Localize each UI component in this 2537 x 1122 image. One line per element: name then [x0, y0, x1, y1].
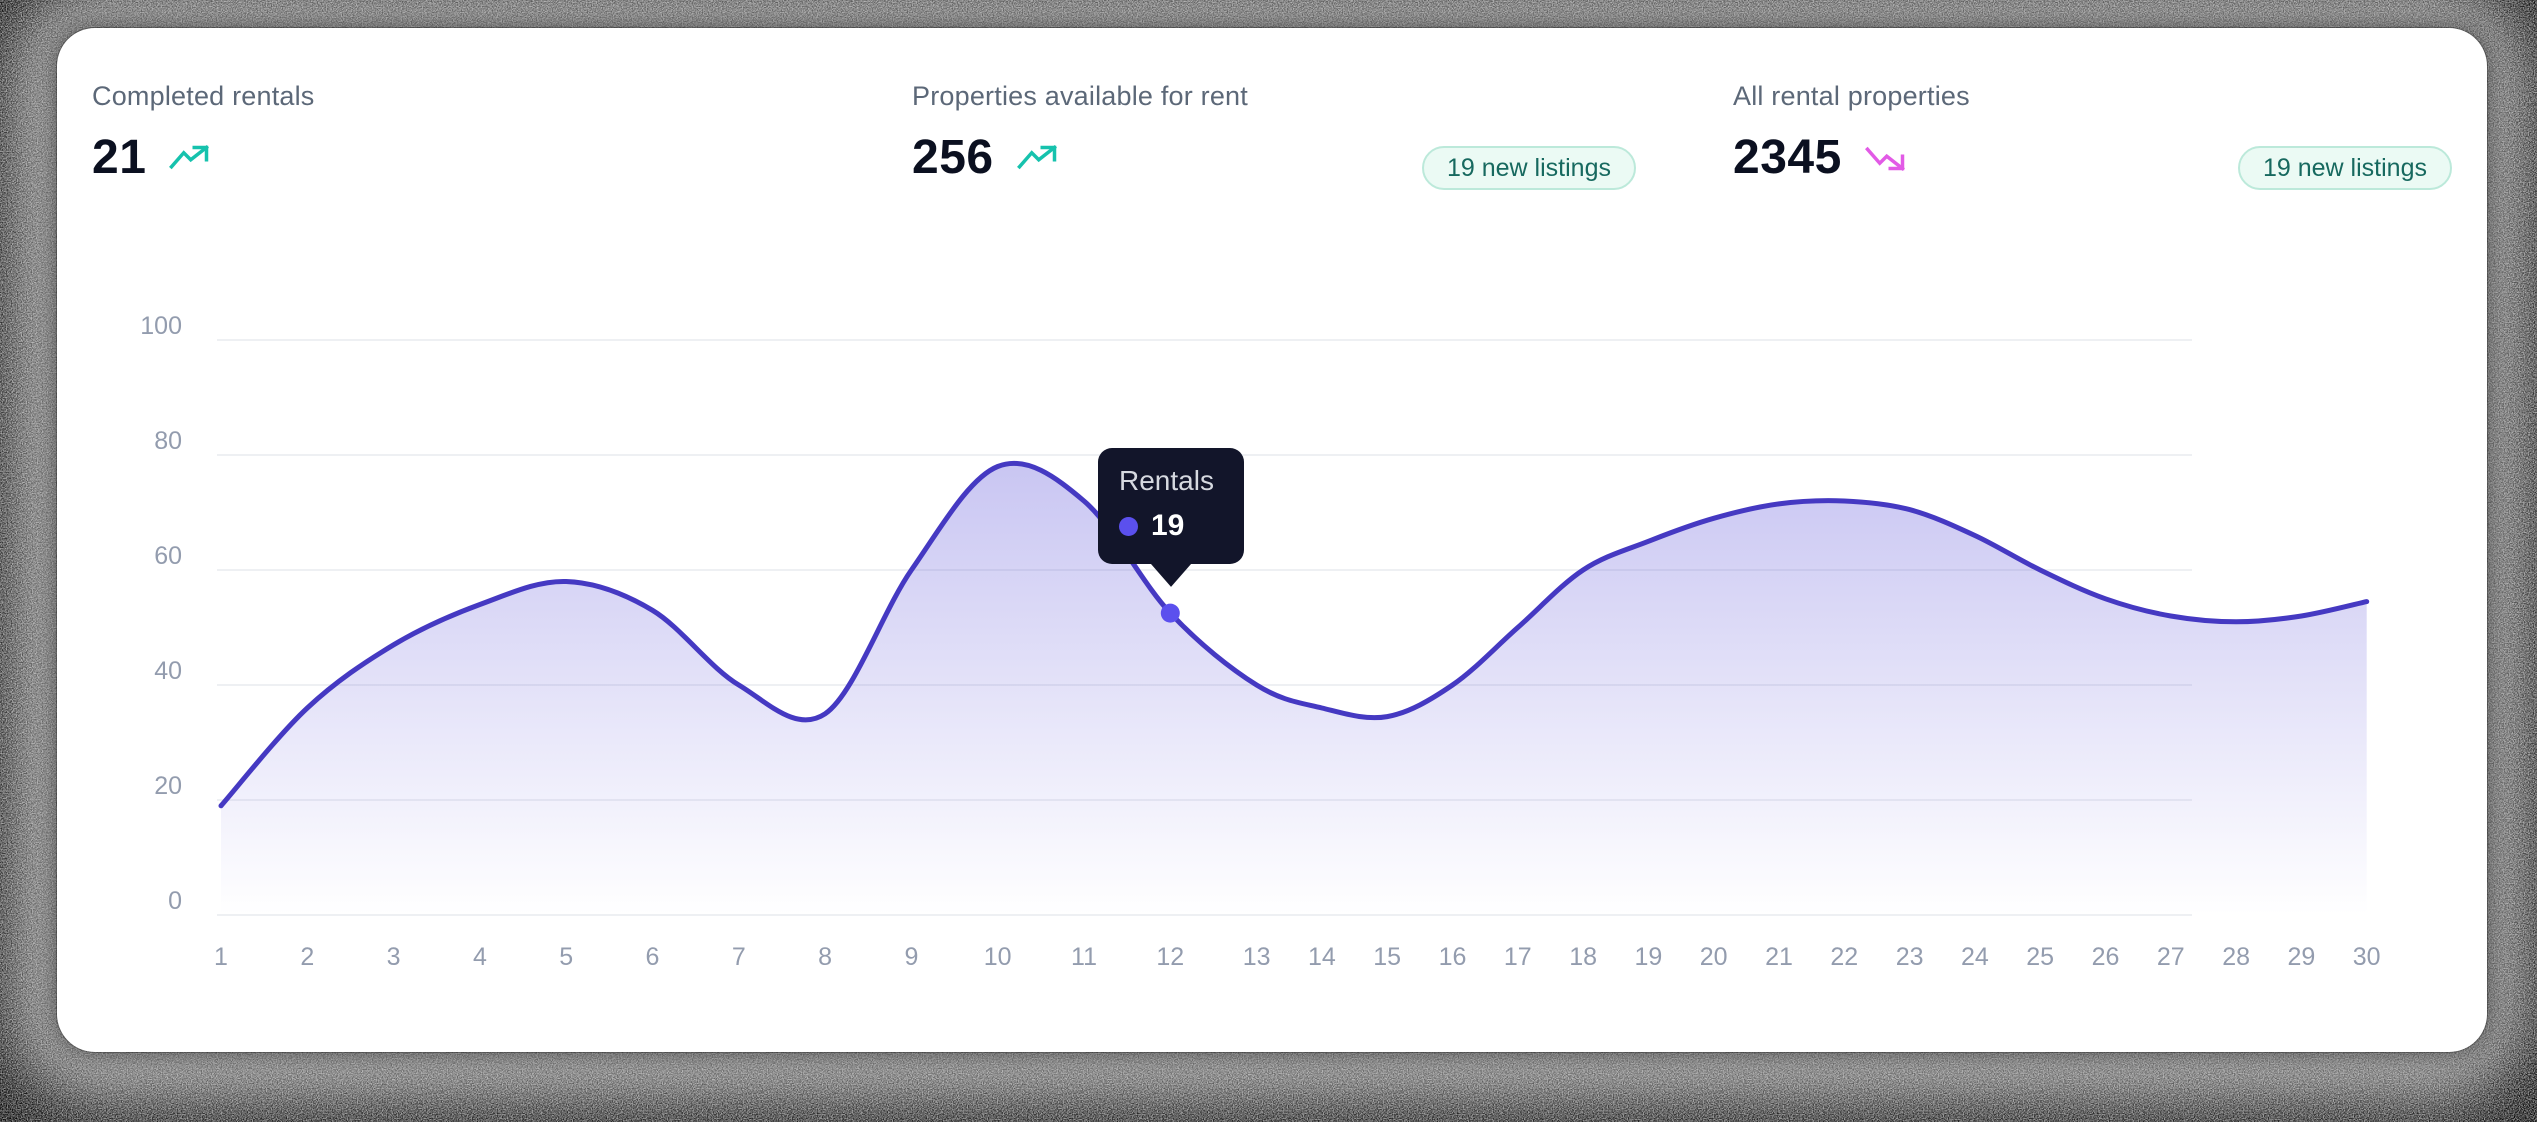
- x-axis-tick-label: 17: [1504, 943, 1532, 971]
- stat-value: 256: [912, 131, 994, 184]
- x-axis-tick-label: 16: [1439, 943, 1467, 971]
- x-axis-tick-label: 20: [1700, 943, 1728, 971]
- x-axis-tick-label: 4: [473, 943, 487, 971]
- stat-all-rental-properties: All rental properties 2345: [1733, 80, 1970, 182]
- trending-down-icon: [1862, 137, 1908, 179]
- y-axis-tick-label: 20: [154, 772, 182, 800]
- x-axis-tick-label: 9: [904, 943, 918, 971]
- x-axis-tick-label: 5: [559, 943, 573, 971]
- x-axis: 1 2 3 4 5 6 7 8 9 10 11 12 13 14 15 16 17 18 19 20 21 22 23 24 2…: [214, 943, 2381, 971]
- x-axis-tick-label: 30: [2353, 943, 2381, 971]
- x-axis-tick-label: 21: [1765, 943, 1793, 971]
- stat-label: Properties available for rent: [912, 81, 1248, 111]
- trending-up-icon: [1014, 137, 1060, 179]
- stat-value: 2345: [1733, 131, 1842, 184]
- x-axis-tick-label: 28: [2222, 943, 2250, 971]
- x-axis-tick-label: 6: [646, 943, 660, 971]
- x-axis-tick-label: 10: [984, 943, 1012, 971]
- x-axis-tick-label: 29: [2287, 943, 2315, 971]
- x-axis-tick-label: 13: [1243, 943, 1271, 971]
- x-axis-tick-label: 26: [2092, 943, 2120, 971]
- x-axis-tick-label: 27: [2157, 943, 2185, 971]
- x-axis-tick-label: 18: [1569, 943, 1597, 971]
- x-axis-tick-label: 22: [1830, 943, 1858, 971]
- rentals-area-chart[interactable]: 0 20 40 60 80 100 1 2 3 4 5 6 7 8 9 10 11 12 13 14 15 16 17 18…: [57, 28, 2487, 1052]
- y-axis-tick-label: 40: [154, 657, 182, 685]
- x-axis-tick-label: 1: [214, 943, 228, 971]
- y-axis-tick-label: 100: [140, 312, 182, 340]
- stat-properties-available: Properties available for rent 256: [912, 80, 1248, 182]
- x-axis-tick-label: 23: [1896, 943, 1924, 971]
- x-axis-tick-label: 2: [300, 943, 314, 971]
- x-axis-tick-label: 3: [387, 943, 401, 971]
- stat-completed-rentals: Completed rentals 21: [92, 80, 315, 182]
- trending-up-icon: [166, 137, 212, 179]
- stat-label: Completed rentals: [92, 81, 315, 111]
- x-axis-tick-label: 25: [2026, 943, 2054, 971]
- x-axis-tick-label: 11: [1071, 943, 1097, 971]
- x-axis-tick-label: 7: [732, 943, 746, 971]
- series-area: [221, 463, 2367, 915]
- x-axis-tick-label: 24: [1961, 943, 1989, 971]
- x-axis-tick-label: 8: [818, 943, 832, 971]
- active-point-dot[interactable]: [1160, 603, 1180, 623]
- x-axis-tick-label: 14: [1308, 943, 1336, 971]
- y-axis-tick-label: 60: [154, 542, 182, 570]
- x-axis-tick-label: 15: [1373, 943, 1401, 971]
- series-line: [218, 460, 2370, 809]
- y-axis-tick-label: 0: [168, 887, 182, 915]
- x-axis-tick-label: 19: [1634, 943, 1662, 971]
- x-axis-tick-label: 12: [1156, 943, 1184, 971]
- stat-value: 21: [92, 131, 147, 184]
- new-listings-badge: 19 new listings: [2238, 146, 2452, 190]
- dashboard-card: Completed rentals 21 Properties availabl…: [57, 28, 2487, 1052]
- stat-label: All rental properties: [1733, 81, 1970, 111]
- new-listings-badge: 19 new listings: [1422, 146, 1636, 190]
- y-axis-tick-label: 80: [154, 427, 182, 455]
